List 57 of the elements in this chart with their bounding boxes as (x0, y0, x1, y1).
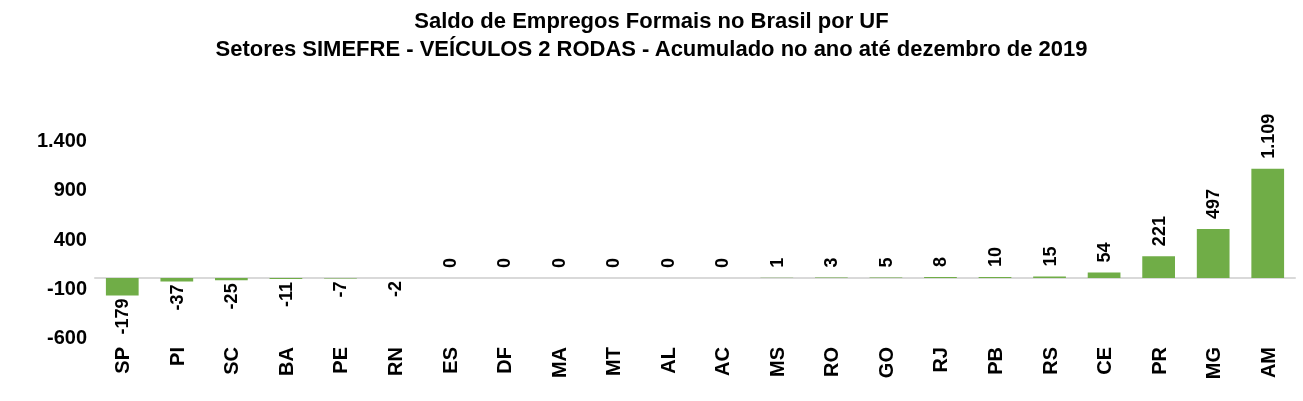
x-tick-label: MS (765, 347, 788, 377)
data-label: 10 (985, 246, 1005, 267)
data-label: 0 (439, 257, 460, 268)
data-label: 0 (494, 257, 515, 268)
data-label: -37 (166, 284, 187, 311)
data-label: -11 (275, 281, 296, 308)
data-label: 15 (1039, 246, 1060, 267)
y-tick-label: 900 (53, 178, 87, 201)
x-tick-label: RN (384, 347, 406, 376)
data-label: -25 (221, 283, 242, 310)
x-tick-label: BA (274, 347, 297, 376)
x-tick-label: SC (220, 347, 243, 375)
data-label: 3 (821, 257, 842, 268)
chart-title: Saldo de Empregos Formais no Brasil por UF (414, 7, 889, 33)
data-label: 497 (1203, 188, 1224, 219)
data-label: 0 (657, 257, 678, 268)
x-tick-label: MG (1202, 347, 1225, 380)
x-tick-label: PE (329, 347, 352, 374)
data-label: -2 (385, 281, 405, 298)
bar (1196, 228, 1230, 278)
data-label: -179 (112, 298, 133, 335)
x-tick-label: RJ (929, 347, 952, 373)
data-label: 221 (1148, 216, 1169, 247)
bar (1142, 256, 1175, 278)
x-tick-label: PB (984, 347, 1006, 375)
y-tick-label: -100 (46, 276, 87, 299)
x-tick-label: DF (493, 347, 516, 374)
y-tick-label: 400 (53, 227, 87, 250)
x-tick-label: ES (438, 347, 461, 374)
x-tick-label: AM (1256, 347, 1279, 379)
data-label: 54 (1094, 242, 1115, 263)
bar (1087, 272, 1121, 278)
x-tick-label: PI (165, 347, 188, 366)
y-tick-label: 1.400 (36, 129, 87, 151)
y-tick-label: -600 (46, 326, 87, 348)
x-tick-label: RS (1038, 347, 1061, 375)
data-label: 1 (766, 257, 787, 268)
data-label: 5 (875, 257, 896, 268)
x-tick-label: MA (547, 347, 570, 379)
x-tick-label: GO (874, 347, 897, 379)
data-label: 0 (712, 257, 733, 268)
bar (160, 277, 194, 282)
x-tick-label: PR (1147, 346, 1170, 375)
data-label: -7 (330, 281, 351, 298)
x-tick-label: SP (111, 347, 134, 374)
x-tick-label: AC (711, 347, 734, 376)
data-label: 0 (603, 257, 624, 268)
bar (1251, 168, 1285, 278)
data-label: 1.109 (1257, 113, 1278, 159)
x-tick-label: AL (656, 347, 679, 374)
chart-subtitle: Setores SIMEFRE - VEÍCULOS 2 RODAS - Acumulado no ano até dezembro de 2019 (215, 35, 1088, 61)
x-tick-label: CE (1093, 347, 1116, 375)
x-tick-label: RO (820, 347, 843, 377)
data-label: 0 (548, 257, 569, 268)
bar (105, 277, 139, 296)
x-tick-label: MT (602, 347, 625, 376)
data-label: 8 (930, 257, 951, 268)
